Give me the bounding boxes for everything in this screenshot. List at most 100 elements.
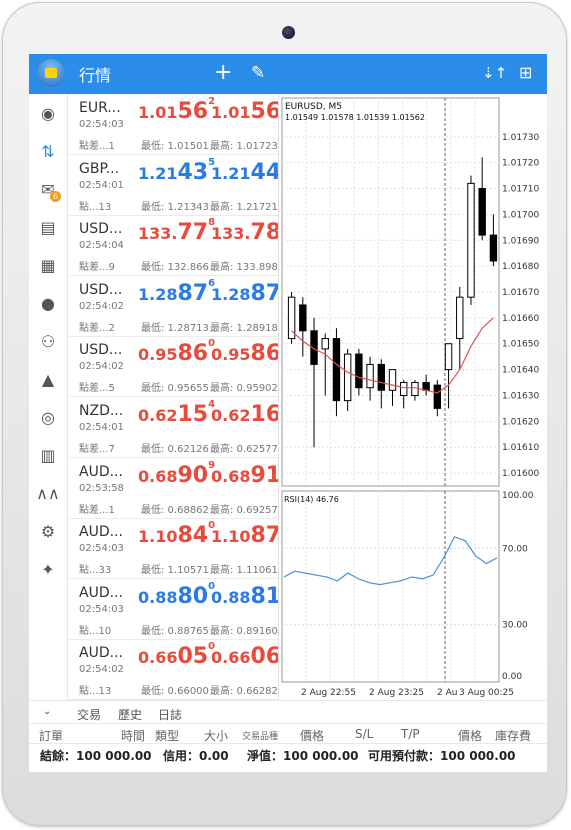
quote-high: 最高: 0.69257 <box>210 504 278 516</box>
candle-body <box>388 369 397 391</box>
candle-body <box>287 296 296 340</box>
balance-value: 結餘：100 000.00 <box>40 749 152 763</box>
quote-low: 最低: 1.21343 <box>141 201 209 213</box>
quote-row[interactable]: AUD... 02:53:58 點差...1 最低: 0.68862 最高: 0.692… <box>68 458 288 519</box>
add-symbol-icon[interactable]: + <box>214 60 233 85</box>
quote-low: 最低: 132.866 <box>141 262 209 274</box>
price-tick-label: 1.01630 <box>502 391 539 401</box>
candle-body <box>355 353 363 389</box>
account-icon[interactable]: ◉ <box>41 104 55 123</box>
quote-row[interactable]: GBP... 02:54:01 點...13 最低: 1.21343 最高: 1.217… <box>68 155 288 216</box>
mail-icon[interactable]: ✉ 6 <box>36 178 61 202</box>
ask-price[interactable]: 1.01563 <box>211 96 288 124</box>
quote-row[interactable]: AUD... 02:54:03 點...10 最低: 0.88765 最高: 0.891… <box>68 579 288 640</box>
price-tick-label: 1.01660 <box>502 314 539 324</box>
quote-low: 最低: 1.10571 <box>141 565 209 577</box>
quote-low: 最低: 1.01501 <box>141 141 209 152</box>
chart-ohlc-label: 1.01549 1.01578 1.01539 1.01562 <box>285 113 425 122</box>
app-logo-icon[interactable] <box>37 59 65 87</box>
ask-price[interactable]: 133.787 <box>211 217 288 246</box>
bid-price[interactable]: 1.01562 <box>138 96 216 124</box>
app-screen: 行情 + ✎ ⇣↑ ⊞ ◉ ⇅ ✉ 6 ▤ ▦ ● ⚇ ▲ ◎ ▥ ∧∧ ⚙ ✦ … <box>29 54 547 772</box>
ask-price[interactable]: 0.68910 <box>211 460 288 488</box>
bid-price[interactable]: 0.68909 <box>138 459 216 488</box>
new-order-icon[interactable]: ⊞ <box>519 63 533 82</box>
price-tick-label: 1.01610 <box>502 443 539 453</box>
ask-price[interactable]: 0.66063 <box>211 641 288 670</box>
quote-spread: 點...13 <box>79 201 112 213</box>
rsi-tick-label: 100.00 <box>502 491 534 501</box>
collapse-chevron-icon[interactable]: ⌄ <box>43 706 52 717</box>
price-chart[interactable]: 1.01730 1.01720 1.01710 1.01700 1.01690 1.016… <box>279 94 547 700</box>
candle-body <box>444 343 453 371</box>
bid-price[interactable]: 0.95860 <box>138 338 216 367</box>
signals-icon[interactable]: ◎ <box>41 408 55 427</box>
quote-row[interactable]: USD... 02:54:04 點差...9 最低: 132.866 最高: 133.8… <box>68 215 288 277</box>
candle-body <box>400 382 408 396</box>
quotes-icon[interactable]: ⇅ <box>41 142 55 161</box>
quote-spread: 點...10 <box>79 625 112 637</box>
bid-price[interactable]: 0.66050 <box>138 641 216 670</box>
mail-badge: 6 <box>50 191 61 202</box>
tab-trade[interactable]: 交易 <box>77 708 102 722</box>
ask-price[interactable]: 0.88810 <box>211 581 288 609</box>
bid-price[interactable]: 133.778 <box>138 217 216 246</box>
quote-symbol: AUD... <box>79 584 123 601</box>
price-tick-label: 1.01670 <box>502 288 539 298</box>
quote-row[interactable]: EUR... 02:54:03 點差...1 最低: 1.01501 最高: 1.017… <box>68 94 288 155</box>
journal-icon[interactable]: ▥ <box>40 446 56 465</box>
quote-row[interactable]: AUD... 02:54:02 點...13 最低: 0.66000 最高: 0.662… <box>68 639 288 701</box>
chart-panel[interactable]: 1.01730 1.01720 1.01710 1.01700 1.01690 1.016… <box>279 94 547 700</box>
bid-price[interactable]: 1.10840 <box>138 520 216 549</box>
settings-gear-icon[interactable]: ⚙ <box>40 522 56 541</box>
community-icon[interactable]: ⚇ <box>40 332 56 351</box>
ask-price[interactable]: 1.21448 <box>211 157 288 185</box>
chat-icon[interactable]: ● <box>41 294 55 313</box>
indicators-icon[interactable]: ∧∧ <box>36 484 60 503</box>
bid-price[interactable]: 0.62154 <box>138 399 216 427</box>
candle-body <box>321 338 329 350</box>
quote-low: 最低: 0.62126 <box>141 444 209 455</box>
quote-row[interactable]: NZD... 02:54:01 點差...7 最低: 0.62126 最高: 0.625… <box>68 397 288 458</box>
ask-price[interactable]: 1.10873 <box>211 520 288 549</box>
col-time: 時間 <box>121 729 146 743</box>
quote-row[interactable]: USD... 02:54:02 點差...2 最低: 1.28713 最高: 1.289… <box>68 276 288 337</box>
quote-symbol: USD... <box>79 221 123 238</box>
news-icon[interactable]: ▤ <box>40 218 56 237</box>
price-tick-label: 1.01700 <box>502 210 539 220</box>
bottom-panel: ⌄ 交易 歷史 日誌 訂單 時間 類型 大小 交易品種 價格 S/L T/P 價… <box>29 700 547 772</box>
bid-price[interactable]: 1.21435 <box>138 156 216 185</box>
quote-high: 最高: 0.62577 <box>210 444 278 455</box>
chart-tools-icon[interactable]: ⇣↑ <box>482 64 508 82</box>
edit-pencil-icon[interactable]: ✎ <box>251 63 266 83</box>
calendar-icon[interactable]: ▦ <box>40 256 56 275</box>
quote-time: 02:54:01 <box>79 422 124 433</box>
camera-icon <box>282 26 295 39</box>
quote-spread: 點差...5 <box>79 383 115 395</box>
quote-high: 最高: 0.66282 <box>210 686 278 698</box>
quote-row[interactable]: AUD... 02:54:03 點...33 最低: 1.10571 最高: 1.110… <box>68 518 288 580</box>
tab-journal[interactable]: 日誌 <box>158 708 183 722</box>
market-icon[interactable]: ▲ <box>41 370 55 389</box>
quote-high: 最高: 1.01723 <box>210 141 278 152</box>
candle-body <box>422 382 430 391</box>
about-icon[interactable]: ✦ <box>41 560 55 579</box>
bid-price[interactable]: 1.28876 <box>138 277 216 306</box>
ask-price[interactable]: 1.28878 <box>211 278 288 306</box>
col-price: 價格 <box>300 729 325 743</box>
quote-row[interactable]: USD... 02:54:02 點差...5 最低: 0.95655 最高: 0.959… <box>68 336 288 398</box>
tab-history[interactable]: 歷史 <box>118 708 143 722</box>
credit-value: 信用：0.00 <box>163 749 229 763</box>
quote-low: 最低: 0.95655 <box>141 383 209 395</box>
quote-time: 02:54:02 <box>79 300 124 312</box>
ask-price[interactable]: 0.95865 <box>211 338 288 367</box>
quote-symbol: AUD... <box>79 645 123 662</box>
bid-price[interactable]: 0.88800 <box>138 580 216 609</box>
rsi-tick-label: 70.00 <box>502 544 528 554</box>
equity-value: 淨值：100 000.00 <box>247 749 359 763</box>
col-symbol: 交易品種 <box>242 732 279 742</box>
price-tick-label: 1.01710 <box>502 185 539 195</box>
ask-price[interactable]: 0.62161 <box>211 399 288 427</box>
time-axis-label: 2 Aug 23:25 <box>369 688 424 698</box>
free-margin-value: 可用預付款：100 000.00 <box>368 749 516 763</box>
